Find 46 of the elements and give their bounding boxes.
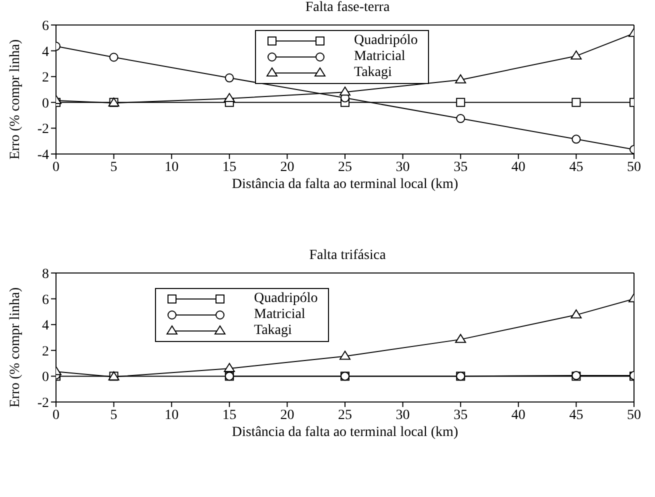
y-tick-label: 0 — [42, 370, 49, 386]
x-tick-label: 40 — [511, 408, 526, 423]
x-tick-label: 35 — [454, 160, 468, 175]
y-tick-label: -2 — [37, 122, 49, 138]
y-tick-label: -4 — [37, 148, 49, 163]
x-tick-label: 10 — [164, 408, 179, 423]
y-tick-label: 8 — [42, 266, 49, 282]
y-tick-label: 2 — [42, 70, 49, 86]
legend-label: Takagi — [354, 65, 392, 80]
x-tick-label: 40 — [511, 160, 526, 175]
chart-title: Falta trifásica — [308, 248, 387, 265]
x-tick-label: 25 — [338, 408, 352, 423]
x-tick-label: 20 — [280, 408, 294, 423]
y-tick-label: 4 — [42, 44, 49, 60]
x-tick-label: 10 — [164, 160, 179, 175]
chart-title: Falta fase-terra — [304, 0, 391, 17]
y-tick-label: 6 — [42, 292, 49, 308]
y-tick-label: 2 — [42, 344, 49, 360]
x-tick-label: 0 — [52, 160, 60, 175]
x-tick-label: 20 — [280, 160, 294, 175]
x-tick-label: 5 — [110, 160, 118, 175]
legend-label: Takagi — [254, 323, 292, 338]
x-tick-label: 30 — [396, 408, 410, 423]
legend-label: Quadripólo — [254, 291, 318, 306]
x-tick-label: 15 — [222, 408, 236, 423]
x-tick-label: 0 — [52, 408, 60, 423]
x-tick-label: 45 — [569, 408, 584, 423]
x-tick-label: 25 — [338, 160, 352, 175]
x-tick-label: 15 — [222, 160, 236, 175]
legend-label: Matricial — [354, 49, 406, 64]
y-axis-title: Erro (% compr linha) — [8, 287, 23, 408]
x-tick-label: 5 — [110, 408, 118, 423]
x-axis-title: Distância da falta ao terminal local (km) — [232, 425, 458, 440]
legend-label: Matricial — [254, 307, 306, 322]
y-tick-label: -2 — [37, 396, 49, 411]
x-axis-title: Distância da falta ao terminal local (km) — [232, 177, 458, 192]
x-tick-label: 50 — [627, 160, 641, 175]
x-tick-label: 50 — [627, 408, 641, 423]
x-tick-label: 45 — [569, 160, 584, 175]
y-tick-label: 0 — [42, 96, 49, 112]
x-tick-label: 30 — [396, 160, 410, 175]
x-tick-label: 35 — [454, 408, 468, 423]
legend-label: Quadripólo — [354, 33, 418, 48]
y-axis-title: Erro (% compr linha) — [8, 39, 23, 160]
y-tick-label: 6 — [42, 18, 49, 34]
y-tick-label: 4 — [42, 318, 49, 334]
